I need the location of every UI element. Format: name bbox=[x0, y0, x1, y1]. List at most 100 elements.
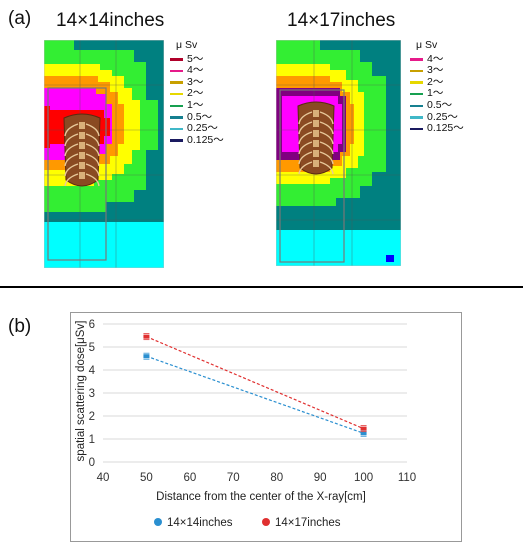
phantom-rib bbox=[64, 163, 79, 177]
legend-swatch bbox=[410, 127, 423, 131]
panel-divider bbox=[0, 286, 523, 288]
y-tick-label: 3 bbox=[89, 388, 95, 400]
legend-entry: 0.125～ bbox=[410, 123, 464, 135]
phantom-vertebra bbox=[313, 110, 319, 117]
legend-swatch bbox=[410, 104, 423, 108]
phantom-rib bbox=[319, 151, 334, 165]
legend-entry: 3～ bbox=[170, 75, 224, 89]
phantom-rib bbox=[64, 153, 79, 167]
legend-entry: 4～ bbox=[410, 52, 464, 66]
legend-entry: 2～ bbox=[410, 75, 464, 89]
data-point bbox=[360, 426, 367, 431]
legend-entry: 0.5～ bbox=[410, 98, 464, 112]
y-tick-label: 6 bbox=[89, 319, 95, 331]
x-tick-label: 80 bbox=[270, 472, 283, 484]
legend-entry: 5～ bbox=[170, 53, 224, 66]
legend-label: 0.25～ bbox=[187, 122, 218, 135]
legend-swatch bbox=[170, 58, 183, 61]
legend-entry: 0.125～ bbox=[170, 133, 224, 147]
phantom-rib bbox=[319, 111, 334, 125]
phantom-vertebra bbox=[79, 152, 85, 159]
legend-entry: 3～ bbox=[410, 65, 464, 77]
detector-outline bbox=[47, 87, 107, 261]
legend-swatch bbox=[410, 69, 423, 73]
data-point bbox=[143, 354, 150, 359]
legend-label: 0.125～ bbox=[187, 133, 224, 146]
legend-label: 2～ bbox=[187, 87, 204, 100]
dose-legend-14x14: μ Sv 5～ 4～ 3～ 2～ 1～ 0.5～ 0.25～ 0.125～ bbox=[170, 39, 224, 147]
phantom-body bbox=[63, 113, 101, 187]
legend-label: 1～ bbox=[187, 98, 204, 111]
legend-swatch bbox=[170, 104, 183, 108]
legend-swatch bbox=[410, 81, 423, 84]
y-tick-label: 1 bbox=[89, 434, 95, 446]
phantom-rib bbox=[319, 161, 334, 175]
x-axis-label: Distance from the center of the X-ray[cm… bbox=[156, 491, 366, 503]
phantom-rib bbox=[64, 133, 79, 147]
legend-swatch bbox=[410, 58, 423, 61]
detector-outline bbox=[279, 89, 345, 263]
panel-b-label: (b) bbox=[8, 316, 32, 337]
legend-label: 0.5～ bbox=[427, 98, 453, 111]
phantom-rib bbox=[298, 141, 313, 155]
legend-swatch bbox=[170, 81, 183, 84]
phantom-vertebra bbox=[79, 132, 85, 139]
phantom-rib bbox=[64, 123, 79, 137]
phantom-vertebra bbox=[79, 142, 85, 149]
phantom-rib bbox=[85, 123, 100, 137]
data-point bbox=[143, 334, 150, 339]
legend-unit: μ Sv bbox=[176, 39, 198, 51]
phantom-rib bbox=[85, 163, 100, 177]
legend-entry: 0.5～ bbox=[170, 111, 224, 124]
map-title-14x14: 14×14inches bbox=[56, 10, 165, 31]
panel-a-label: (a) bbox=[8, 8, 32, 29]
legend-entry: 0.25～ bbox=[170, 123, 224, 135]
legend-unit: μ Sv bbox=[416, 39, 438, 51]
phantom-rib bbox=[298, 111, 313, 125]
legend-entry: 1～ bbox=[170, 98, 224, 112]
phantom-torso bbox=[297, 101, 335, 175]
legend-label: 4～ bbox=[187, 64, 204, 77]
legend-label: 4～ bbox=[427, 52, 444, 65]
phantom-rib bbox=[298, 131, 313, 145]
legend-swatch bbox=[170, 116, 183, 119]
phantom-rib bbox=[64, 143, 79, 157]
phantom-vertebra bbox=[79, 172, 85, 179]
legend-swatch bbox=[410, 92, 423, 96]
legend-label: 3～ bbox=[187, 75, 204, 88]
legend-marker bbox=[154, 518, 162, 526]
y-tick-label: 4 bbox=[89, 365, 96, 377]
legend-label: 3～ bbox=[427, 64, 444, 77]
x-tick-label: 90 bbox=[314, 472, 327, 484]
data-point bbox=[360, 431, 367, 436]
dose-map-14x14 bbox=[44, 40, 164, 268]
legend-entry: 2～ bbox=[170, 88, 224, 100]
legend-marker bbox=[262, 518, 270, 526]
phantom-rib bbox=[298, 151, 313, 165]
legend-label: 14×17inches bbox=[275, 517, 341, 529]
phantom-rib bbox=[298, 121, 313, 135]
chart-frame bbox=[70, 312, 462, 542]
x-tick-label: 100 bbox=[354, 472, 373, 484]
phantom-rib bbox=[85, 133, 100, 147]
x-tick-label: 40 bbox=[97, 472, 110, 484]
legend-swatch bbox=[170, 139, 183, 142]
legend-swatch bbox=[170, 92, 183, 96]
dose-legend-14x17: μ Sv 4～ 3～ 2～ 1～ 0.5～ 0.25～ 0.125～ bbox=[410, 39, 464, 135]
legend-label: 14×14inches bbox=[167, 517, 233, 529]
legend-swatch bbox=[170, 127, 183, 131]
legend-entry: 0.25～ bbox=[410, 111, 464, 124]
x-tick-label: 70 bbox=[227, 472, 240, 484]
legend-label: 2～ bbox=[427, 75, 444, 88]
legend-label: 1～ bbox=[427, 87, 444, 100]
phantom-torso bbox=[63, 113, 101, 187]
zone-blue bbox=[386, 255, 394, 262]
y-axis-label: spatial scattering dose[μSv] bbox=[75, 321, 87, 462]
legend-swatch bbox=[170, 69, 183, 73]
phantom-rib bbox=[85, 153, 100, 167]
y-tick-label: 2 bbox=[89, 411, 95, 423]
phantom-vertebra bbox=[313, 160, 319, 167]
phantom-rib bbox=[64, 173, 79, 187]
x-tick-label: 60 bbox=[183, 472, 196, 484]
map-title-14x17: 14×17inches bbox=[287, 10, 396, 31]
